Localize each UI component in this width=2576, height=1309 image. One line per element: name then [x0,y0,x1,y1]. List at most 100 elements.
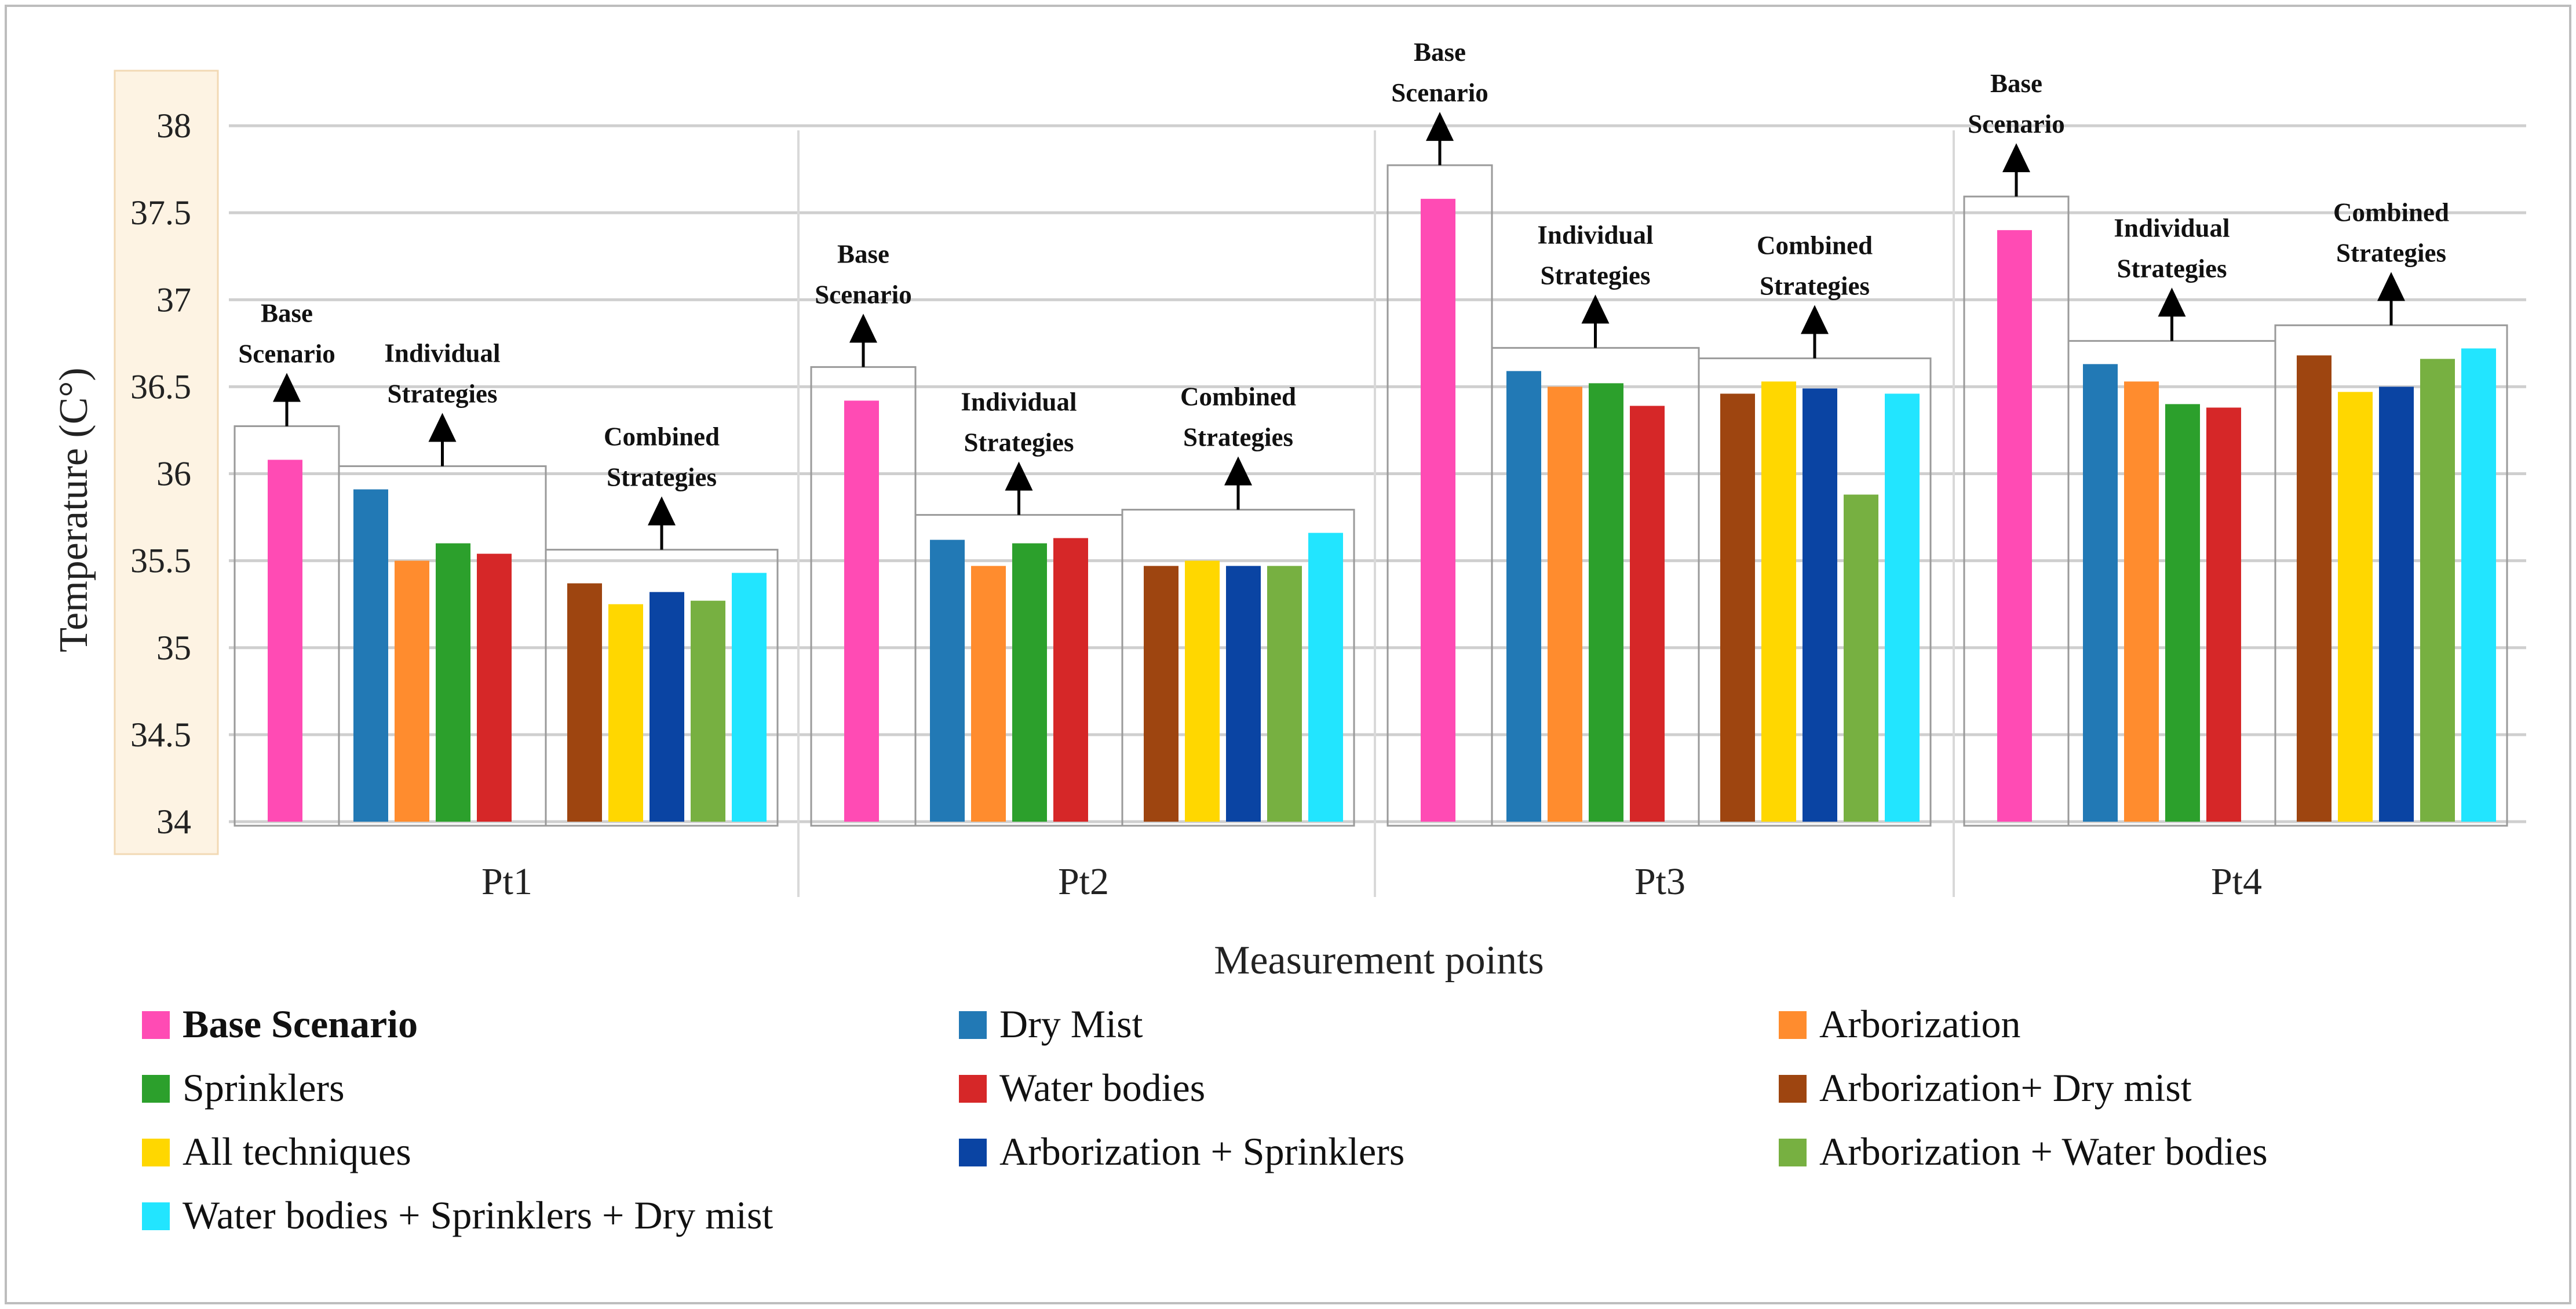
bar [844,400,879,822]
legend-label: Arborization + Sprinklers [999,1129,1404,1173]
bar [650,592,684,822]
bar [2338,392,2373,822]
legend-swatch [142,1011,170,1039]
annotation-label: Individual [384,339,500,368]
category-label: Pt2 [1058,860,1109,903]
bar [395,560,429,822]
bar [353,489,388,822]
annotation-arrow-head [1224,456,1252,486]
legend-swatch [1779,1011,1807,1039]
category-label: Pt3 [1634,860,1685,903]
legend-swatch [959,1075,987,1103]
annotation-label: Base [261,298,313,327]
annotation-label: Individual [2114,213,2230,242]
category-labels: Pt1 Pt2 Pt3 Pt4 [481,860,2262,903]
annotation-label: Scenario [1391,78,1488,107]
legend-swatch [142,1202,170,1230]
bar [1803,388,1837,822]
annotation-arrow-head [2377,272,2405,301]
bar [1548,386,1582,822]
bar [1844,494,1878,822]
legend-label: Arborization [1819,1002,2020,1046]
bar [1720,393,1755,822]
bar [1506,371,1541,822]
annotation-label: Combined [1757,231,1873,260]
annotation-label: Base [837,239,889,268]
annotation-arrow-head [273,373,301,402]
annotation-label: Individual [961,388,1077,417]
annotation-label: Strategies [607,463,717,492]
annotation-label: Strategies [964,428,1074,457]
bar [1226,566,1261,822]
bar [1053,538,1088,822]
y-tick-label: 38 [156,107,191,145]
legend-label: Dry Mist [999,1002,1143,1046]
y-axis-ticks: 34 34.5 35 35.5 36 36.5 37 37.5 38 [130,107,191,841]
annotation-label: Individual [1537,220,1653,249]
bar [1267,566,1302,822]
annotation-arrow-head [648,496,676,526]
legend-swatch [1779,1139,1807,1166]
legend-label: Base Scenario [183,1002,418,1046]
bar [1885,393,1920,822]
annotation-arrow-head [849,313,877,343]
annotation-label: Strategies [1541,261,1651,290]
bar [2420,359,2455,822]
annotation-label: Strategies [388,380,498,409]
y-tick-label: 36 [156,455,191,493]
annotation-label: Scenario [1968,110,2064,138]
bar [1997,230,2032,822]
bar [2083,364,2118,822]
y-tick-label: 35.5 [130,542,191,580]
bar [1012,543,1047,822]
legend-swatch [1779,1075,1807,1103]
bar [1761,381,1796,822]
annotation-label: Strategies [1760,271,1870,300]
bar [2124,381,2159,822]
legend-label: Water bodies + Sprinklers + Dry mist [183,1193,773,1237]
annotation-arrow-head [2158,287,2186,317]
annotation-label: Scenario [238,339,335,368]
bar [2206,407,2241,822]
annotation-arrow-head [2002,143,2030,173]
y-tick-label: 35 [156,629,191,667]
legend-swatch [959,1011,987,1039]
y-tick-label: 34.5 [130,716,191,754]
legend-swatch [142,1139,170,1166]
annotation-label: Base [1414,38,1466,67]
legend-label: Arborization+ Dry mist [1819,1066,2192,1110]
annotation-label: Strategies [2336,238,2446,267]
annotation-label: Combined [2333,198,2449,227]
bar [436,543,470,822]
legend-label: Sprinklers [183,1066,345,1110]
legend: Base Scenario Dry Mist Arborization Sprinkl… [142,1002,2268,1237]
bar [1630,406,1665,822]
bar [2297,355,2331,822]
bars [268,199,2496,822]
y-tick-label: 34 [156,803,191,841]
y-axis-label: Temperature (C°) [52,367,96,652]
group-annotations: Base Scenario Individual Strategies Combined… [238,38,2449,550]
bar [1144,566,1178,822]
x-axis-label: Measurement points [1214,938,1544,983]
bar [930,539,965,822]
annotation-label: Strategies [1183,423,1293,452]
bar [1308,533,1343,822]
bar [567,583,602,822]
bar [2379,386,2414,822]
legend-label: Arborization + Water bodies [1819,1129,2268,1173]
bar [691,600,725,822]
legend-swatch [959,1139,987,1166]
annotation-arrow-head [1801,305,1829,334]
annotation-label: Scenario [815,280,911,309]
legend-label: All techniques [183,1129,411,1173]
annotation-label: Combined [604,422,720,451]
y-axis-highlight [114,70,219,855]
bar [477,553,512,822]
annotation-label: Base [1990,69,2042,98]
bar [1185,560,1220,822]
annotation-arrow-head [1005,461,1033,491]
annotation-arrow-head [1581,294,1610,324]
bar [1589,383,1623,822]
